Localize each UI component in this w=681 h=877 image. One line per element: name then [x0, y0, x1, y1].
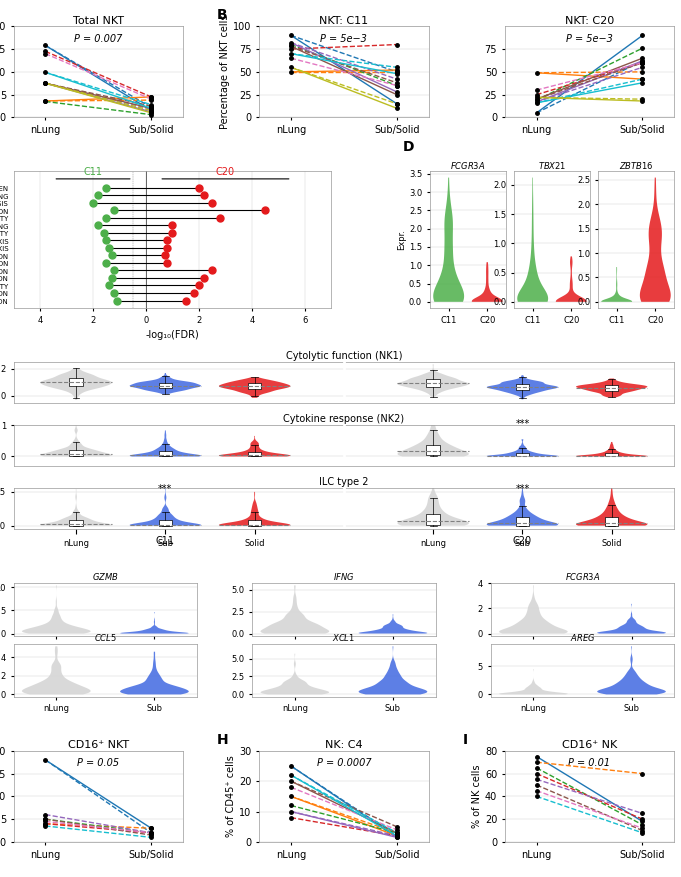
PathPatch shape [248, 520, 262, 525]
Y-axis label: % of NK cells: % of NK cells [472, 765, 482, 828]
Y-axis label: Expr.: Expr. [397, 229, 406, 250]
X-axis label: -log₁₀(FDR): -log₁₀(FDR) [146, 331, 200, 340]
Text: B: B [217, 8, 227, 22]
PathPatch shape [426, 445, 440, 455]
PathPatch shape [248, 383, 262, 389]
Y-axis label: Percentage of NKT cells: Percentage of NKT cells [221, 15, 230, 129]
Title: NK: C4: NK: C4 [325, 740, 363, 750]
PathPatch shape [426, 380, 440, 387]
PathPatch shape [605, 517, 618, 525]
Text: D: D [403, 140, 415, 153]
PathPatch shape [516, 517, 529, 525]
Text: C11: C11 [156, 536, 175, 545]
Title: $\it{FCGR3A}$: $\it{FCGR3A}$ [450, 160, 486, 171]
Text: ***: *** [516, 418, 530, 429]
Text: P = 0.0007: P = 0.0007 [317, 758, 371, 768]
PathPatch shape [159, 520, 172, 525]
PathPatch shape [69, 520, 83, 525]
PathPatch shape [516, 384, 529, 389]
PathPatch shape [248, 452, 262, 456]
Text: ***: *** [158, 484, 172, 494]
Text: P = 0.05: P = 0.05 [77, 758, 119, 768]
PathPatch shape [516, 453, 529, 456]
Title: $\it{IFNG}$: $\it{IFNG}$ [333, 571, 355, 582]
Title: $\it{XCL1}$: $\it{XCL1}$ [332, 632, 355, 643]
PathPatch shape [69, 450, 83, 456]
Text: ***: *** [516, 484, 530, 494]
Y-axis label: % of CD45⁺ cells: % of CD45⁺ cells [226, 755, 236, 838]
Title: Cytokine response (NK2): Cytokine response (NK2) [283, 414, 405, 424]
Text: C20: C20 [216, 167, 235, 176]
Title: ILC type 2: ILC type 2 [319, 477, 368, 488]
Title: Cytolytic function (NK1): Cytolytic function (NK1) [285, 351, 402, 361]
PathPatch shape [426, 514, 440, 525]
PathPatch shape [159, 382, 172, 389]
Text: P = 0.01: P = 0.01 [569, 758, 611, 768]
Text: H: H [217, 732, 229, 746]
Text: P = 0.007: P = 0.007 [74, 33, 123, 44]
Text: I: I [462, 732, 468, 746]
Title: NKT: C20: NKT: C20 [565, 16, 614, 25]
Title: $\it{ZBTB16}$: $\it{ZBTB16}$ [618, 160, 653, 171]
Title: Total NKT: Total NKT [73, 16, 124, 25]
Text: P = 5e−3: P = 5e−3 [321, 33, 367, 44]
PathPatch shape [159, 452, 172, 456]
Title: $\it{CCL5}$: $\it{CCL5}$ [94, 632, 117, 643]
Title: $\it{GZMB}$: $\it{GZMB}$ [92, 571, 118, 582]
Text: P = 5e−3: P = 5e−3 [566, 33, 613, 44]
Title: CD16⁺ NKT: CD16⁺ NKT [67, 740, 129, 750]
Title: CD16⁺ NK: CD16⁺ NK [562, 740, 617, 750]
PathPatch shape [605, 453, 618, 456]
Title: $\it{FCGR3A}$: $\it{FCGR3A}$ [565, 571, 600, 582]
Text: C11: C11 [84, 167, 103, 176]
PathPatch shape [605, 386, 618, 391]
Title: $\it{AREG}$: $\it{AREG}$ [570, 632, 595, 643]
Title: $\it{TBX21}$: $\it{TBX21}$ [538, 160, 566, 171]
Text: C20: C20 [513, 536, 532, 545]
PathPatch shape [69, 379, 83, 386]
Title: NKT: C11: NKT: C11 [319, 16, 368, 25]
